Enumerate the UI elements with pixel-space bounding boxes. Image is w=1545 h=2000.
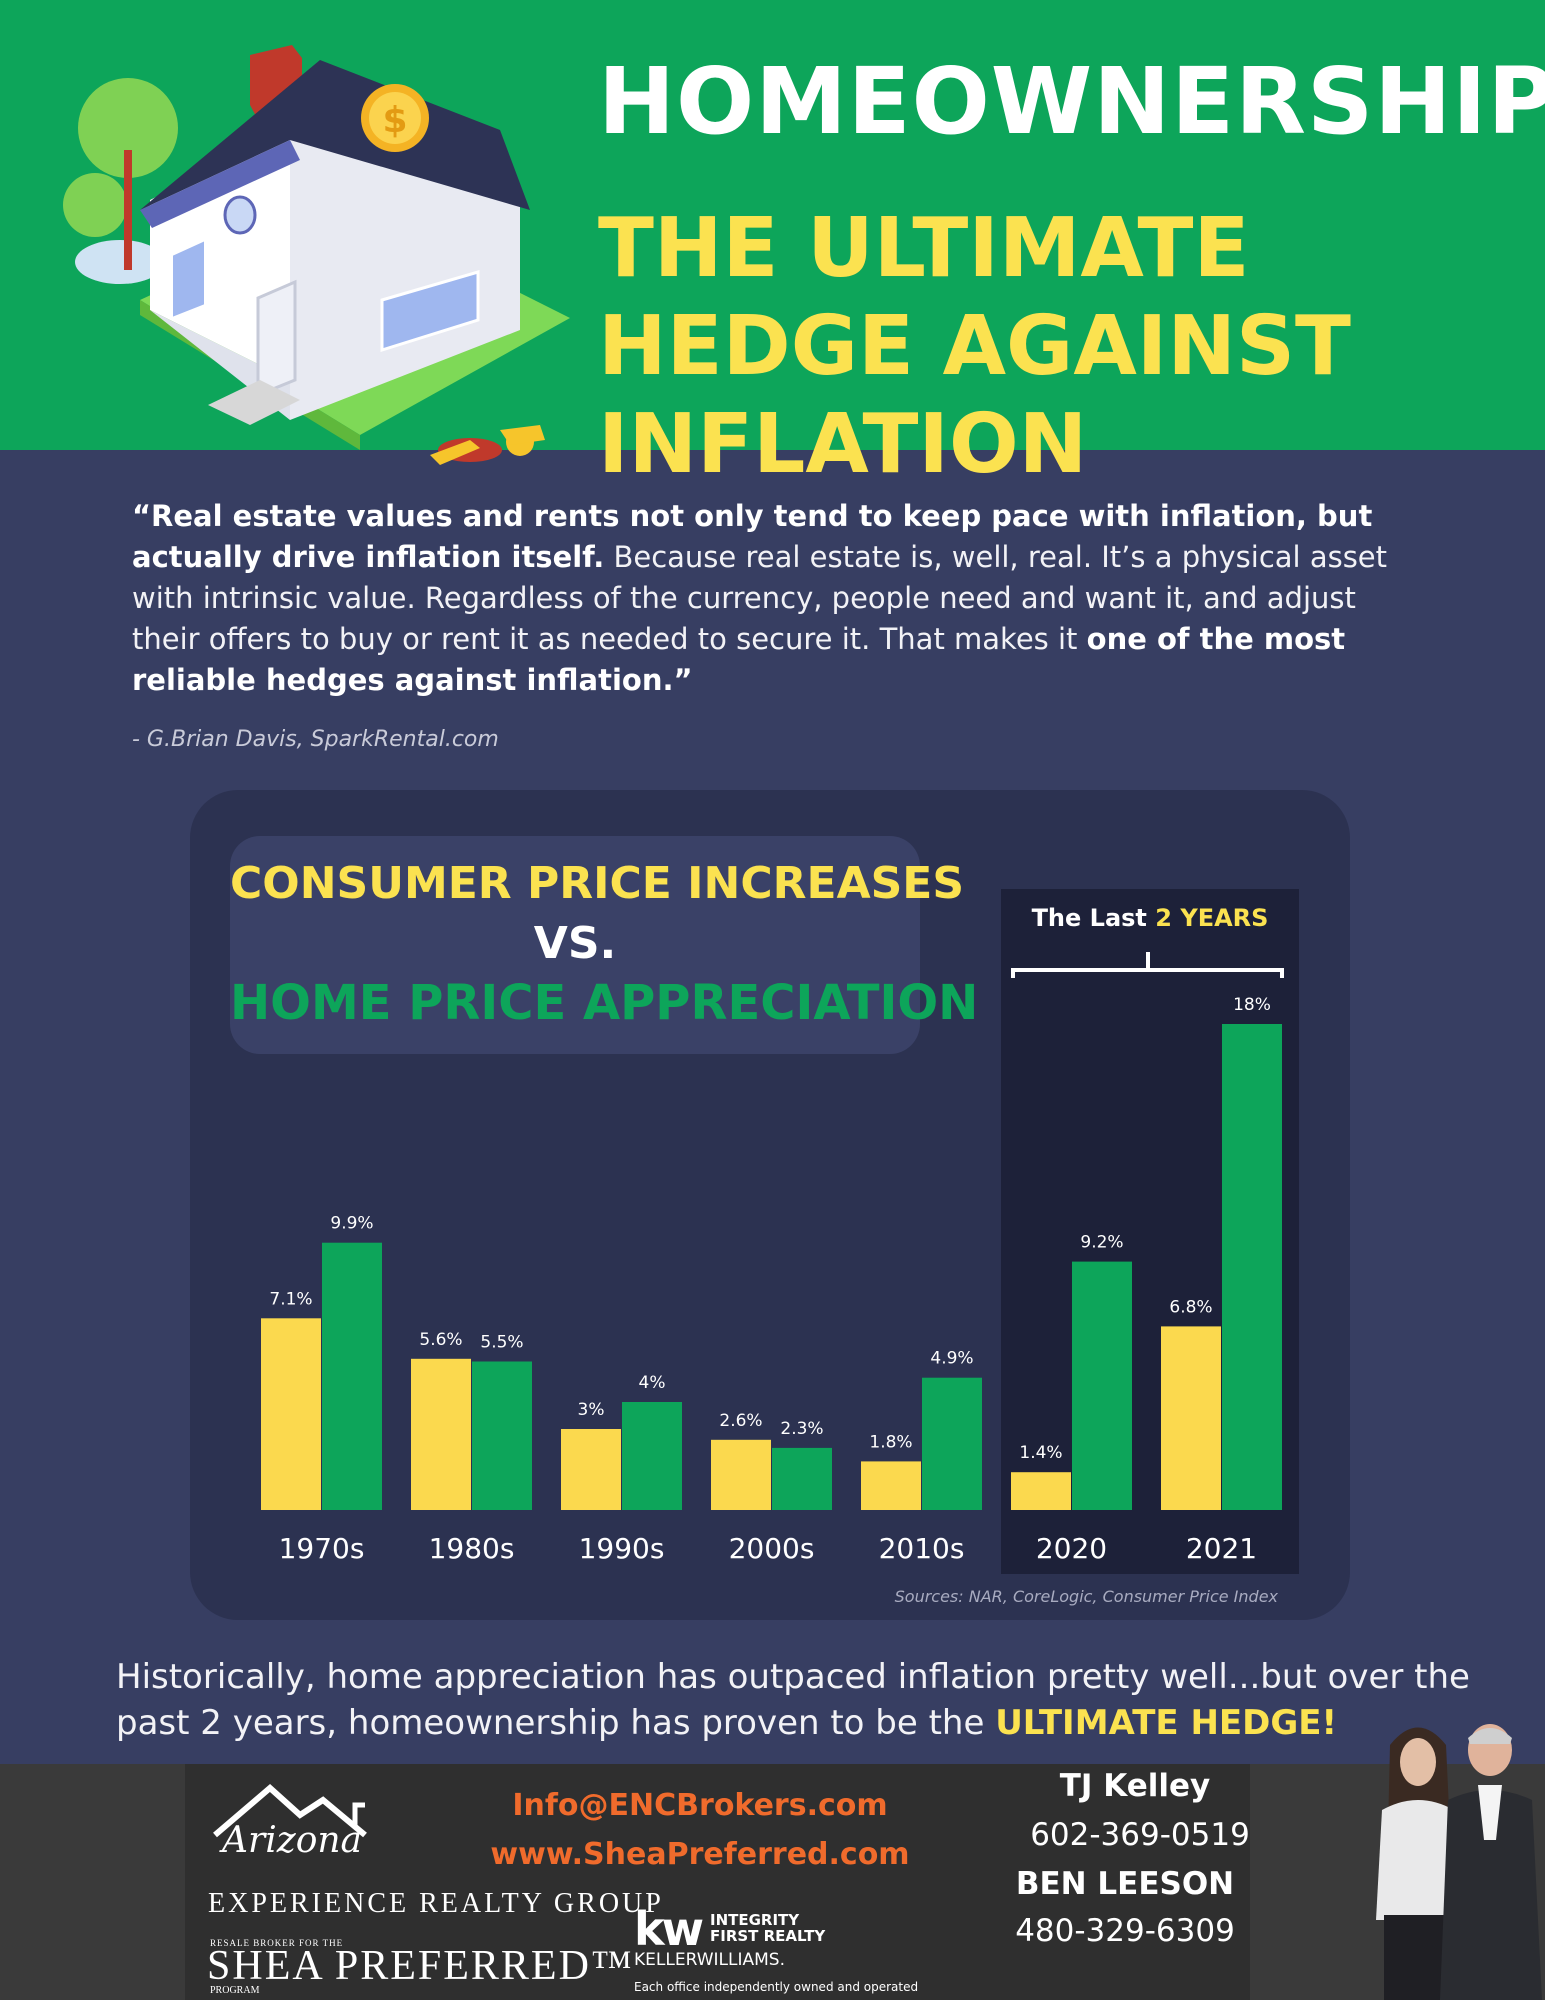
x-tick-2020: 2020 [1036, 1532, 1107, 1565]
office-disclaimer: Each office independently owned and oper… [634, 1980, 919, 1994]
bar-cpi-1970s [261, 1318, 321, 1510]
bar-home-1990s [622, 1402, 682, 1510]
quote-text: “Real estate values and rents not only t… [132, 496, 1432, 701]
email-link[interactable]: Info@ENCBrokers.com [512, 1788, 888, 1823]
bar-home-1980s [472, 1361, 532, 1510]
bar-cpi-1980s [411, 1358, 471, 1510]
roof [140, 60, 530, 210]
data-label-home-2000s: 2.3% [780, 1419, 823, 1439]
data-label-cpi-2000s: 2.6% [719, 1411, 762, 1431]
last-label-highlight: 2 YEARS [1155, 904, 1269, 932]
quote-middle: Because real estate is, well, real. It’s… [132, 540, 1388, 656]
brand-small-caption: RESALE BROKER FOR THE [210, 1938, 344, 1948]
bar-home-2021 [1222, 1024, 1282, 1510]
agents-photo [1376, 1724, 1542, 2000]
door [256, 279, 297, 398]
chart-title-line1: CONSUMER PRICE INCREASES [230, 858, 965, 909]
data-label-home-2021: 18% [1233, 995, 1271, 1015]
chart-title-line2: VS. [533, 918, 617, 969]
data-label-home-1970s: 9.9% [330, 1214, 373, 1234]
last-two-years-label: The Last 2 YEARS [1001, 904, 1299, 932]
x-tick-1970s: 1970s [279, 1532, 365, 1565]
window-side [380, 270, 480, 353]
house-illustration: $ [63, 45, 570, 465]
agent-name-2: BEN LEESON [1015, 1866, 1235, 1902]
keller-williams-name: KELLERWILLIAMS. [634, 1950, 785, 1970]
cloud-icon [75, 240, 165, 284]
data-label-cpi-2020: 1.4% [1019, 1443, 1062, 1463]
bar-home-2000s [772, 1447, 832, 1510]
bar-home-1970s [322, 1242, 382, 1510]
website-link[interactable]: www.SheaPreferred.com [490, 1837, 910, 1872]
house-side-wall [290, 130, 520, 420]
conclusion-highlight: ULTIMATE HEDGE! [995, 1703, 1337, 1743]
data-label-cpi-2021: 6.8% [1169, 1297, 1212, 1317]
data-label-cpi-2010s: 1.8% [869, 1432, 912, 1452]
x-tick-1980s: 1980s [429, 1532, 515, 1565]
last-two-years-bracket [1011, 952, 1284, 978]
window-left [171, 238, 206, 320]
chart-title-line3: HOME PRICE APPRECIATION [230, 975, 979, 1031]
bar-cpi-2020 [1011, 1472, 1071, 1510]
data-label-cpi-1970s: 7.1% [269, 1289, 312, 1309]
bar-home-2020 [1072, 1261, 1132, 1510]
shea-preferred-logo: SHEA PREFERRED™ [207, 1943, 635, 1989]
agent-name-1: TJ Kelley [1059, 1768, 1211, 1804]
bar-cpi-2000s [711, 1439, 771, 1510]
agent-phone-1[interactable]: 602-369-0519 [1030, 1817, 1250, 1853]
page-subtitle: THE ULTIMATE HEDGE AGAINST INFLATION [598, 201, 1351, 492]
bar-chart: 7.1% 9.9% 1970s 5.6% 5.5% 1980s 3% 4% 1990s 2.6% 2… [261, 952, 1284, 1565]
svg-text:$: $ [382, 100, 407, 141]
x-tick-1990s: 1990s [579, 1532, 665, 1565]
page-title: HOMEOWNERSHIP: [598, 48, 1545, 155]
bar-cpi-2021 [1161, 1326, 1221, 1510]
data-label-cpi-1980s: 5.6% [419, 1330, 462, 1350]
agent-phone-2[interactable]: 480-329-6309 [1015, 1913, 1235, 1949]
conclusion-text: Historically, home appreciation has outp… [116, 1654, 1536, 1746]
round-window [223, 195, 257, 235]
kw-logo: kw [634, 1902, 704, 1956]
conclusion-body: Historically, home appreciation has outp… [116, 1657, 1470, 1743]
quote-bold-open: “Real estate values and rents not only t… [132, 499, 1373, 574]
brand-name: EXPERIENCE REALTY GROUP [208, 1888, 664, 1919]
brand-script: Arizona [222, 1820, 363, 1861]
data-label-home-1990s: 4% [639, 1373, 666, 1393]
agent-photo-2 [1440, 1724, 1542, 2000]
mountain-logo-icon [213, 1784, 367, 1838]
bar-home-2010s [922, 1377, 982, 1510]
data-label-home-1980s: 5.5% [480, 1333, 523, 1353]
bar-cpi-2010s [861, 1461, 921, 1510]
data-label-home-2010s: 4.9% [930, 1349, 973, 1369]
chart-title-box [230, 836, 920, 1054]
data-label-cpi-1990s: 3% [578, 1400, 605, 1420]
chart-sources: Sources: NAR, CoreLogic, Consumer Price … [894, 1587, 1278, 1606]
kw-office-name: INTEGRITY FIRST REALTY [710, 1911, 826, 1945]
bar-cpi-1990s [561, 1429, 621, 1510]
quote-attribution: - G.Brian Davis, SparkRental.com [132, 727, 499, 752]
keys-icon [430, 425, 545, 465]
quote-bold-close: one of the most reliable hedges against … [132, 622, 1346, 697]
last-label-prefix: The Last [1031, 904, 1156, 932]
x-tick-2021: 2021 [1186, 1532, 1257, 1565]
brand-program-caption: PROGRAM [210, 1985, 260, 1996]
tree-icon [78, 78, 178, 178]
x-tick-2000s: 2000s [729, 1532, 815, 1565]
data-label-home-2020: 9.2% [1080, 1233, 1123, 1253]
agent-photo-1 [1376, 1727, 1460, 2000]
x-tick-2010s: 2010s [879, 1532, 965, 1565]
